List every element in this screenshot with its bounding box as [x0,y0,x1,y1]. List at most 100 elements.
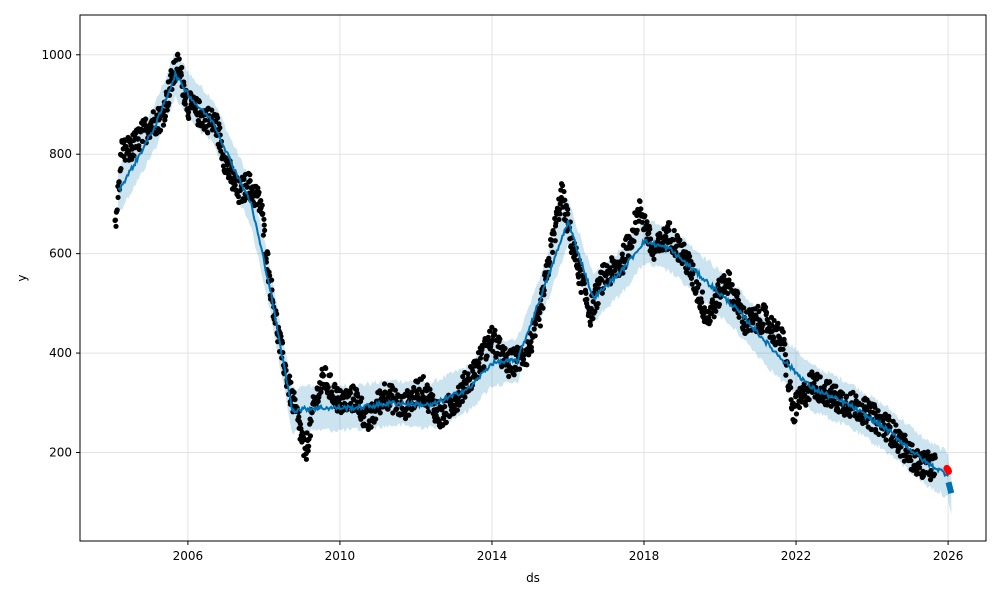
observed-point [265,251,271,257]
forecast-extension-line [945,481,955,495]
observed-point [673,243,680,249]
observed-point [392,387,398,393]
x-tick-label: 2022 [781,549,812,563]
observed-point [529,348,535,354]
y-tick-label: 200 [49,446,72,460]
observed-point [166,100,172,106]
observed-point [430,392,436,398]
observed-point [612,268,618,274]
observed-point [247,172,253,178]
observed-point [902,432,908,438]
y-tick-label: 600 [49,247,72,261]
observed-point [305,448,311,454]
observed-point [701,305,708,311]
observed-point [244,184,250,190]
observed-point [708,310,715,316]
observed-point [425,408,432,415]
observed-point [232,182,238,188]
observed-point [306,443,312,449]
observed-point [113,223,119,229]
observed-point [359,395,365,401]
observed-point [840,391,846,397]
observed-point [420,374,426,380]
observed-point [548,242,554,249]
observed-point [725,290,731,297]
observed-point [762,304,769,310]
observed-point [186,115,192,122]
observed-point [409,389,415,395]
observed-point [920,473,926,479]
observed-point [261,216,267,222]
observed-point [533,321,539,327]
observed-point [638,206,644,212]
observed-point [796,404,803,411]
observed-point [689,281,695,287]
observed-point [442,403,448,410]
observed-point [262,227,268,234]
observed-point [135,136,141,142]
observed-point [526,352,532,358]
observed-point [646,230,652,236]
observed-point [443,419,449,425]
observed-point [205,130,211,136]
forecast-line-layer [117,69,955,495]
observed-point [491,331,498,338]
observed-point [260,211,266,217]
observed-point [497,336,503,342]
observed-point [647,236,654,242]
observed-point [875,408,881,414]
observed-point [182,101,188,107]
observed-point [637,198,643,205]
observed-point [260,232,267,238]
observed-point [925,449,931,455]
observed-point [931,471,938,477]
observed-point [750,320,756,326]
observed-point [707,318,713,324]
observed-point [647,226,653,232]
y-tick-label: 400 [49,346,72,360]
observed-point [552,215,558,222]
observed-point [736,314,742,320]
observed-point [237,187,243,194]
observed-point [550,249,556,255]
observed-point [578,289,584,296]
observed-point [304,430,310,436]
observed-point [887,424,893,430]
observed-point [619,251,625,257]
observed-point [217,125,223,131]
observed-point [759,329,765,335]
observed-point [565,211,571,217]
observed-point [531,326,537,332]
y-axis-label: y [15,274,29,281]
observed-point [599,277,605,283]
observed-point [502,345,508,352]
observed-point [572,252,578,258]
observed-point [583,290,589,296]
observed-point [209,107,215,113]
observed-point [196,99,203,105]
observed-point [536,316,542,323]
observed-points-layer [112,51,938,483]
uncertainty-band [118,53,952,515]
observed-point [406,412,412,418]
observed-point [267,272,273,279]
observed-point [225,167,231,173]
observed-point [528,339,534,345]
observed-point [185,109,192,115]
observed-point [755,303,761,309]
observed-point [553,220,559,226]
observed-point [599,290,605,296]
observed-point [634,227,640,233]
observed-point [476,360,482,366]
observed-point [329,389,335,395]
observed-point [629,244,635,250]
observed-point [292,396,298,403]
observed-point [136,143,142,149]
observed-point [462,394,468,400]
observed-point [932,455,938,461]
observed-point [729,282,735,288]
observed-point [160,122,167,128]
observed-point [487,328,493,334]
observed-point [622,256,628,263]
